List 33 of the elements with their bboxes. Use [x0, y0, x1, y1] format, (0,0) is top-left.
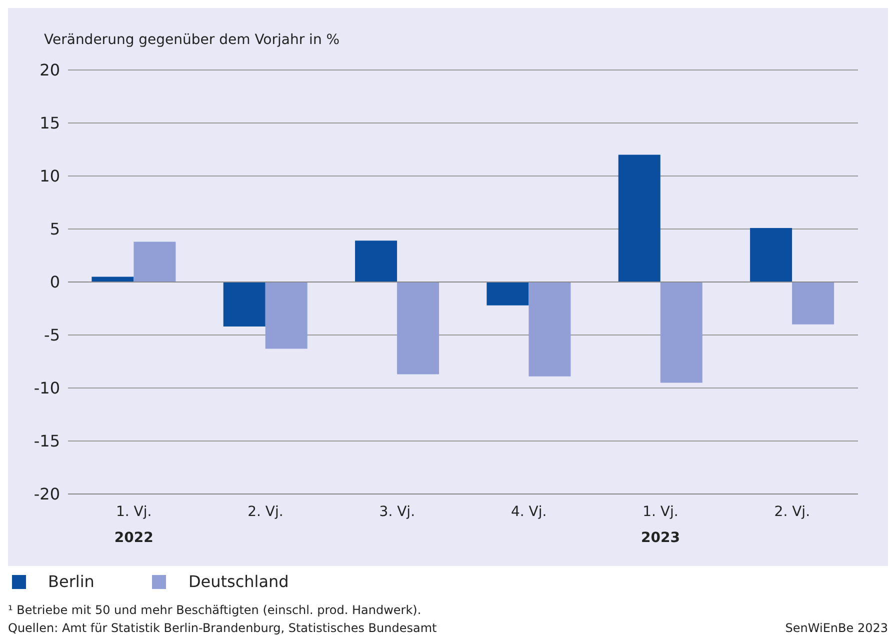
- y-tick-label: 0: [50, 272, 60, 292]
- bar: [792, 282, 834, 324]
- bar: [618, 154, 660, 282]
- source-note: Quellen: Amt für Statistik Berlin-Brandenburg, Statistisches Bundesamt: [8, 621, 437, 635]
- legend-label: Deutschland: [188, 572, 289, 591]
- x-tick-label: 1. Vj. 2022: [114, 504, 154, 546]
- bar: [223, 282, 266, 327]
- x-tick-label: 2. Vj.: [248, 504, 284, 520]
- bar: [92, 276, 134, 282]
- x-tick-label: 3. Vj.: [379, 504, 416, 520]
- text: SenWiEnBe 2023: [785, 621, 888, 635]
- y-tick-label: -15: [34, 432, 60, 451]
- y-tick-label: 5: [50, 220, 60, 239]
- bar: [660, 282, 702, 383]
- y-tick-label: -10: [34, 378, 60, 398]
- y-tick-label: 20: [40, 60, 60, 80]
- x-tick-label: 1. Vj. 2023: [641, 504, 680, 546]
- bar: [750, 228, 792, 282]
- legend-label: Berlin: [48, 572, 94, 591]
- bar: [134, 242, 176, 282]
- y-tick-label: 10: [40, 166, 60, 186]
- text: ¹ Betriebe mit 50 und mehr Beschäftigten (einschl. prod. Handwerk).: [8, 602, 422, 619]
- y-axis-title: Veränderung gegenüber dem Vorjahr in %: [44, 32, 340, 48]
- y-tick-label: -5: [44, 326, 60, 345]
- bar: [265, 282, 308, 349]
- bar: [528, 282, 571, 376]
- y-tick-label: 15: [40, 114, 60, 133]
- bar: [486, 282, 529, 306]
- x-tick-label: 2. Vj.: [774, 504, 810, 520]
- y-tick-label: -20: [34, 484, 60, 504]
- bar: [355, 240, 398, 282]
- x-tick-label: 4. Vj.: [510, 504, 547, 520]
- bar: [397, 282, 440, 374]
